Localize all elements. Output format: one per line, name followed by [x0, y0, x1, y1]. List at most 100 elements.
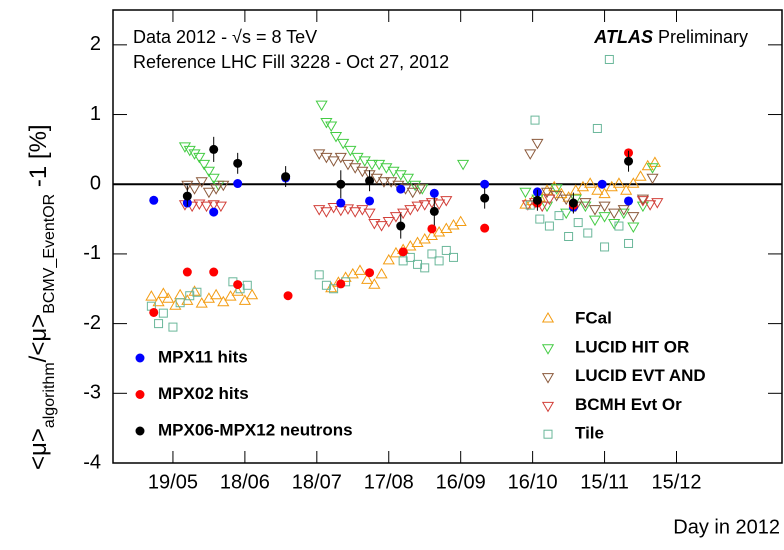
y-tick-label: -4 [83, 451, 101, 473]
x-tick-label: 18/06 [220, 471, 270, 493]
y-tick-label: 0 [90, 173, 101, 195]
y-tick-label: -3 [83, 382, 101, 404]
point [382, 253, 395, 265]
legend-label: LUCID EVT AND [575, 366, 706, 385]
point [627, 212, 640, 223]
point [188, 285, 201, 296]
legend-label: FCal [575, 308, 612, 327]
point [540, 187, 554, 199]
point [178, 142, 192, 153]
legend-label: LUCID HIT OR [575, 337, 689, 356]
point [346, 267, 359, 279]
point [519, 187, 532, 199]
legend-symbol [135, 426, 145, 436]
point [193, 152, 206, 164]
y-label-part: algorithm [41, 362, 58, 428]
point [313, 149, 326, 160]
point [168, 322, 178, 332]
point [554, 211, 564, 221]
point [380, 163, 393, 174]
experiment: ATLAS [593, 27, 653, 47]
point [429, 188, 439, 198]
x-axis-label: Day in 2012 [673, 516, 780, 538]
x-tick-label: 17/08 [364, 471, 414, 493]
annotation: Data 2012 - √s = 8 TeV [133, 27, 317, 47]
point [214, 201, 227, 213]
point [404, 239, 417, 251]
point [169, 299, 182, 310]
point [592, 123, 602, 133]
point [356, 166, 369, 178]
point [396, 221, 406, 231]
point [373, 159, 386, 171]
point [524, 149, 537, 160]
x-tick-label: 15/11 [580, 471, 629, 493]
x-tick-label: 18/07 [292, 471, 342, 493]
point [398, 256, 408, 266]
y-tick-label: -2 [83, 312, 101, 334]
point [375, 221, 388, 232]
y-label-part: -1 [%] [25, 124, 52, 193]
point [617, 205, 630, 216]
legend-label: Tile [575, 424, 604, 443]
point [389, 212, 403, 223]
point [634, 170, 647, 181]
point [174, 288, 187, 300]
point [620, 184, 633, 195]
point [209, 207, 219, 217]
point [420, 263, 430, 273]
point [385, 177, 398, 188]
x-tick-label: 15/12 [651, 471, 701, 493]
point [233, 179, 243, 189]
point [245, 288, 259, 300]
point [597, 179, 607, 189]
point [365, 159, 379, 171]
x-tick-label: 16/09 [436, 471, 486, 493]
legend-symbol [541, 344, 555, 355]
point [564, 232, 574, 241]
point [210, 288, 223, 300]
experiment-label: ATLAS Preliminary [593, 27, 748, 47]
point [560, 194, 573, 206]
point [576, 180, 590, 192]
point [454, 215, 467, 227]
legend-symbol [541, 401, 555, 413]
point [375, 267, 388, 279]
point [315, 100, 328, 112]
point [651, 198, 664, 209]
point [313, 205, 326, 216]
point [427, 224, 437, 234]
legend-label: MPX06-MPX12 neutrons [158, 420, 353, 439]
point [434, 256, 444, 266]
point [202, 166, 216, 178]
point [401, 173, 415, 185]
point [604, 54, 614, 64]
point [365, 268, 375, 278]
point [396, 184, 406, 194]
point [336, 179, 346, 189]
point [361, 273, 374, 284]
point [238, 294, 251, 305]
point [532, 195, 542, 205]
point [321, 280, 331, 290]
point [617, 208, 630, 220]
legend-symbol [541, 373, 555, 384]
legend-label: MPX11 hits [158, 347, 248, 366]
point [382, 216, 395, 228]
point [242, 280, 252, 290]
point [193, 199, 206, 211]
point [550, 184, 563, 195]
point [591, 184, 604, 195]
point [648, 156, 662, 167]
point [209, 267, 219, 277]
point [598, 187, 611, 199]
point [341, 159, 355, 171]
point [548, 180, 561, 192]
point [397, 208, 410, 220]
point [327, 156, 340, 167]
point [202, 292, 216, 303]
point [149, 195, 159, 205]
point [158, 308, 168, 318]
point [325, 121, 338, 132]
point [624, 196, 634, 206]
